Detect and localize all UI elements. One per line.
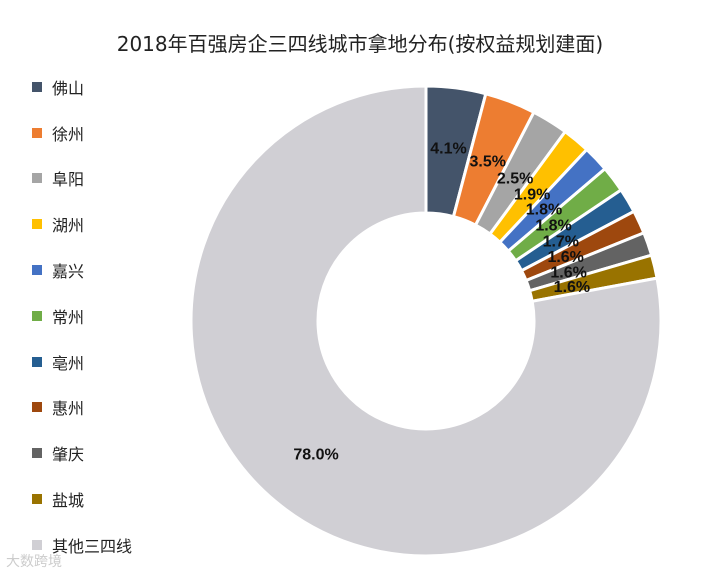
legend-swatch [32, 173, 42, 184]
legend-swatch [32, 81, 42, 92]
legend-label: 湖州 [52, 216, 85, 236]
legend-swatch [32, 539, 42, 550]
legend-item: 亳州 [32, 339, 132, 385]
watermark: 大数跨境 [6, 554, 62, 570]
data-label: 1.8% [526, 202, 562, 219]
legend-item: 阜阳 [32, 156, 132, 202]
data-label: 1.9% [514, 186, 550, 203]
legend-swatch [32, 402, 42, 413]
legend-label: 肇庆 [52, 445, 85, 465]
legend-item: 徐州 [32, 110, 132, 156]
data-label: 1.8% [535, 217, 571, 234]
data-label: 1.7% [543, 234, 579, 251]
legend-swatch [32, 219, 42, 230]
legend-label: 盐城 [52, 491, 85, 511]
data-label: 1.6% [547, 249, 583, 266]
legend-item: 惠州 [32, 385, 132, 431]
legend-label: 阜阳 [52, 170, 85, 190]
legend-swatch [32, 310, 42, 321]
legend-item: 佛山 [32, 64, 132, 110]
legend-label: 常州 [52, 307, 85, 327]
legend-item: 嘉兴 [32, 247, 132, 293]
legend: 佛山徐州阜阳湖州嘉兴常州亳州惠州肇庆盐城其他三四线 [32, 64, 132, 568]
legend-label: 惠州 [52, 399, 85, 419]
legend-label: 其他三四线 [52, 536, 133, 556]
legend-item: 常州 [32, 293, 132, 339]
legend-item: 肇庆 [32, 430, 132, 476]
legend-item: 湖州 [32, 201, 132, 247]
legend-label: 亳州 [52, 353, 85, 373]
data-label: 2.5% [497, 170, 533, 187]
legend-label: 嘉兴 [52, 262, 85, 282]
data-label: 1.6% [550, 264, 586, 281]
legend-swatch [32, 356, 42, 367]
legend-label: 徐州 [52, 124, 85, 144]
legend-swatch [32, 448, 42, 459]
data-label: 3.5% [470, 153, 506, 170]
data-label: 1.6% [554, 279, 590, 296]
legend-swatch [32, 127, 42, 138]
data-label: 4.1% [430, 140, 466, 157]
slice-其他三四线 [189, 84, 663, 558]
legend-swatch [32, 265, 42, 276]
data-label: 78.0% [293, 446, 338, 463]
legend-swatch [32, 494, 42, 505]
legend-item: 盐城 [32, 476, 132, 522]
chart-title: 2018年百强房企三四线城市拿地分布(按权益规划建面) [116, 32, 604, 56]
legend-label: 佛山 [52, 78, 85, 98]
legend-item: 其他三四线 [32, 522, 132, 568]
